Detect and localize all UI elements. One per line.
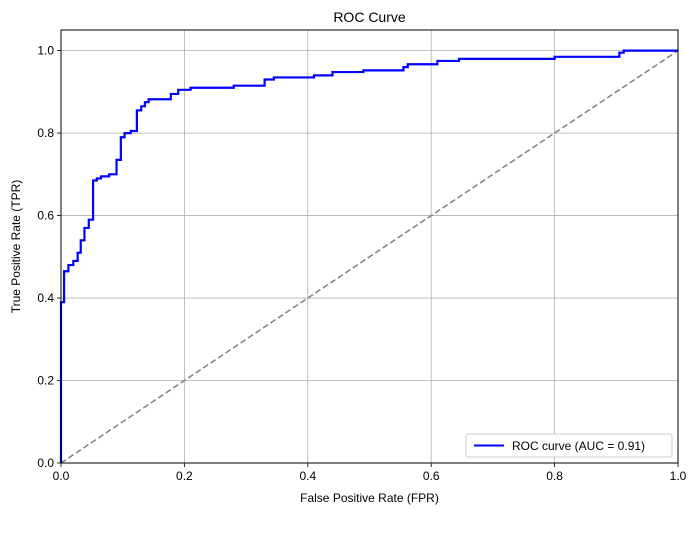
x-tick-label: 0.6 [423, 469, 440, 483]
y-tick-label: 0.6 [37, 209, 54, 223]
y-tick-label: 1.0 [37, 44, 54, 58]
x-axis-ticks: 0.0 0.2 0.4 0.6 0.8 1.0 [53, 463, 687, 483]
y-axis-ticks: 0.0 0.2 0.4 0.6 0.8 1.0 [37, 44, 61, 470]
series-layer [59, 49, 679, 464]
x-tick-label: 0.4 [299, 469, 316, 483]
y-tick-label: 0.0 [37, 456, 54, 470]
x-axis-label: False Positive Rate (FPR) [300, 491, 439, 505]
plot-frame [60, 29, 679, 464]
y-tick-label: 0.2 [37, 374, 54, 388]
x-tick-label: 1.0 [670, 469, 687, 483]
x-tick-label: 0.0 [53, 469, 70, 483]
x-tick-label: 0.2 [176, 469, 193, 483]
chance-diagonal-line [60, 49, 679, 464]
x-tick-label: 0.8 [546, 469, 563, 483]
legend-label-roc-curve: ROC curve (AUC = 0.91) [512, 439, 645, 453]
legend-box [465, 433, 673, 458]
legend: ROC curve (AUC = 0.91) [465, 433, 673, 458]
y-tick-label: 0.4 [37, 291, 54, 305]
chart-title: ROC Curve [333, 9, 406, 25]
roc-curve-line [59, 49, 678, 463]
y-axis-label: True Positive Rate (TPR) [9, 180, 23, 314]
grid [60, 30, 679, 464]
y-tick-label: 0.8 [37, 126, 54, 140]
